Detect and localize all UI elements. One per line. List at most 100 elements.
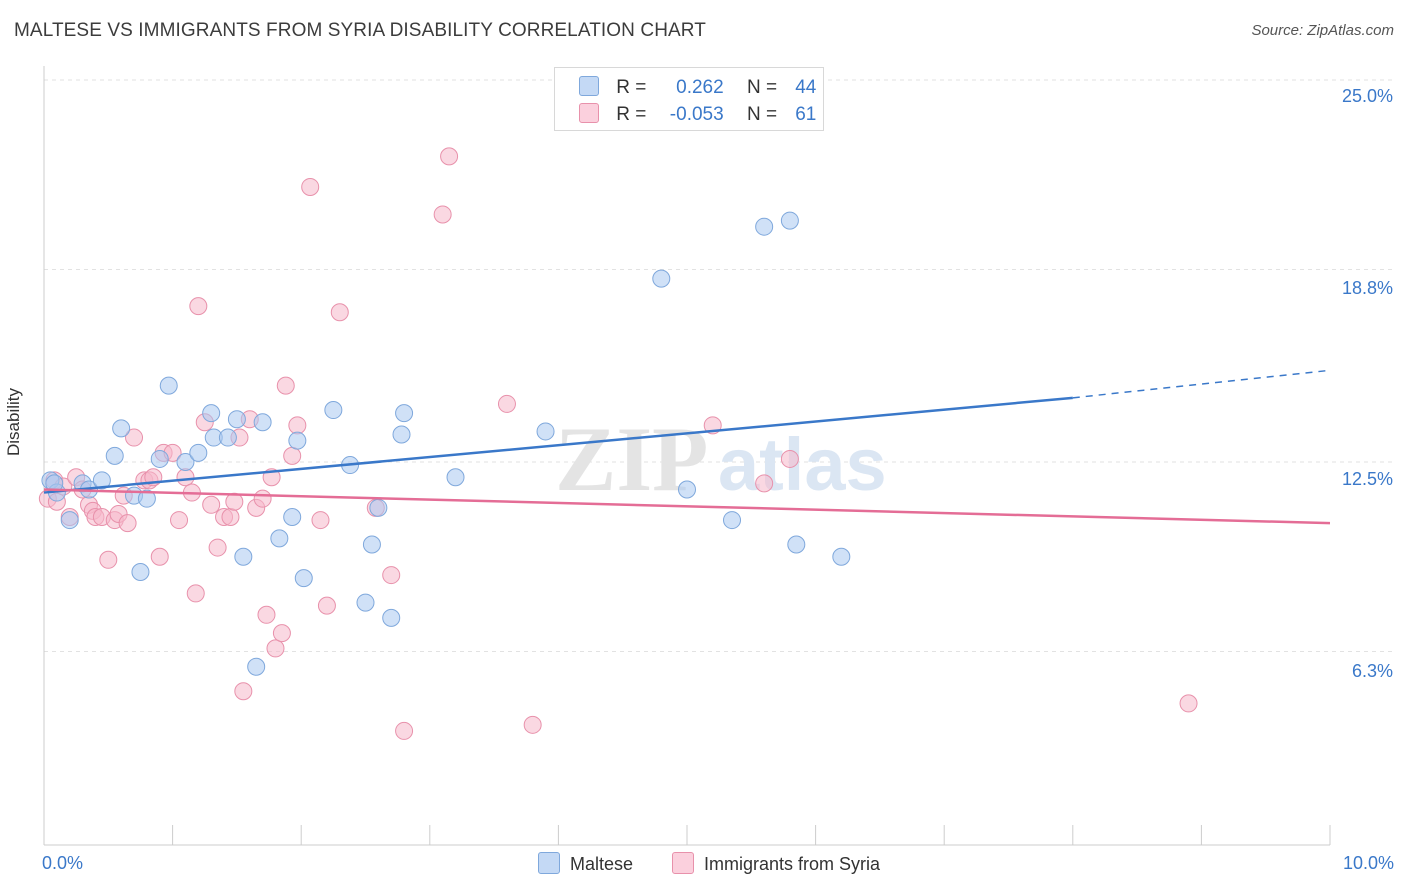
maltese-point [787,535,806,554]
syria-point [276,376,295,395]
y-tick-label-6-3: 6.3% [1351,661,1393,681]
maltese-point [283,508,302,527]
maltese-point [356,593,375,612]
maltese-point [294,569,313,588]
syria-point [225,492,244,511]
maltese-point [652,269,671,288]
syria-point [257,605,276,624]
legend-n-value: 61 [795,104,817,125]
maltese-point [395,404,414,423]
syria-point [317,596,336,615]
legend-n-value: 44 [795,77,817,98]
maltese-point [755,217,774,236]
maltese-point [446,468,465,487]
bottom-legend-label-maltese: Maltese [570,854,634,874]
correlation-legend: R = 0.262 N = 44 R = -0.053 N = 61 [554,67,824,131]
bottom-legend-swatch-maltese [538,852,560,874]
maltese-point [678,480,696,499]
legend-r-value: 0.262 [676,77,724,98]
trend-lines [43,369,1331,525]
maltese-point [253,413,272,432]
syria-point [202,495,221,514]
maltese-point [176,453,195,471]
maltese-point [137,489,156,508]
maltese-point [288,431,307,450]
syria-point [311,511,330,530]
maltese-point [832,547,851,566]
maltese-point [362,535,381,554]
axes [43,66,1331,846]
syria-point [1179,694,1198,713]
syria-point [189,297,208,316]
y-tick-label-25: 25.0% [1341,86,1393,106]
maltese-point [112,419,131,438]
maltese-point [369,498,388,517]
maltese-point [159,376,178,395]
syria-point [497,394,516,413]
legend-r-label: R = [616,77,647,98]
syria-point [433,205,452,224]
syria-point [186,584,205,603]
maltese-point [234,547,253,566]
syria-point [253,489,272,508]
maltese-point [324,401,343,420]
maltese-point [60,511,79,530]
bottom-legend-swatch-syria [672,852,694,874]
maltese-point [150,449,169,468]
maltese-point [536,422,555,441]
watermark-atlas: atlas [718,423,887,506]
maltese-point [92,471,111,490]
maltese-point [189,443,208,462]
bottom-legend-maltese: Maltese [538,852,633,875]
grid-lines [44,79,1392,652]
syria-point [330,303,349,322]
syria-point [780,449,799,468]
syria-point [382,566,401,585]
legend-swatch-maltese [579,76,599,96]
syria-point [288,416,307,435]
syria-point [150,547,169,566]
maltese-point [723,511,742,530]
syria-point [170,511,189,530]
legend-row-maltese: R = 0.262 N = 44 [579,76,816,99]
legend-r-value: -0.053 [669,104,724,125]
maltese-point [227,410,246,429]
chart-title: MALTESE VS IMMIGRANTS FROM SYRIA DISABIL… [14,20,706,41]
syria-point [234,682,253,701]
syria-point [99,550,118,569]
syria-point [221,508,240,527]
syria-point [283,446,302,465]
legend-n-label: N = [746,104,778,125]
syria-point [176,468,195,487]
maltese-point [105,446,124,465]
syria-point [266,639,285,658]
maltese-point [382,608,401,627]
legend-row-syria: R = -0.053 N = 61 [579,103,816,126]
legend-n-label: N = [746,77,778,98]
syria-point [755,474,774,493]
legend-swatch-syria [579,103,599,123]
syria-point [523,715,542,734]
legend-r-label: R = [616,104,647,125]
maltese-trend-extension [1072,369,1331,399]
series-maltese [41,211,851,676]
syria-point [118,514,137,533]
syria-point [395,721,414,740]
x-tick-label-max: 10.0% [1342,853,1394,873]
bottom-legend-syria: Immigrants from Syria [672,852,880,875]
bottom-legend-label-syria: Immigrants from Syria [704,854,881,874]
maltese-point [780,211,799,230]
syria-point [272,624,291,643]
source-label: Source: ZipAtlas.com [1251,22,1394,39]
maltese-point [247,657,266,676]
syria-point [440,147,459,166]
maltese-point [392,425,411,444]
y-tick-label-12-5: 12.5% [1341,469,1393,489]
syria-point [125,428,144,447]
x-tick-label-min: 0.0% [42,853,84,873]
syria-point [301,177,320,196]
maltese-trend-line [43,396,1073,494]
maltese-point [218,428,237,447]
maltese-point [131,563,150,582]
